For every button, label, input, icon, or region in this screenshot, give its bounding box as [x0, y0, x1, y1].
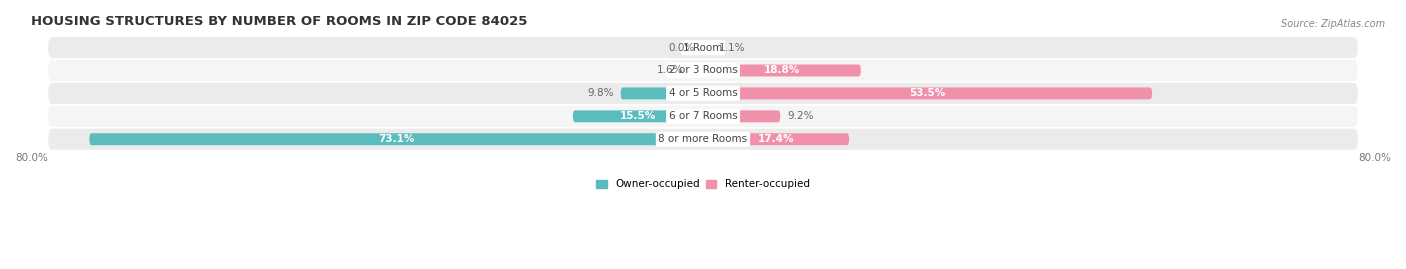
FancyBboxPatch shape — [689, 65, 703, 76]
Text: 1.1%: 1.1% — [718, 43, 745, 52]
Text: 9.2%: 9.2% — [787, 111, 814, 121]
Text: HOUSING STRUCTURES BY NUMBER OF ROOMS IN ZIP CODE 84025: HOUSING STRUCTURES BY NUMBER OF ROOMS IN… — [31, 15, 527, 28]
FancyBboxPatch shape — [572, 110, 703, 122]
Legend: Owner-occupied, Renter-occupied: Owner-occupied, Renter-occupied — [592, 175, 814, 194]
FancyBboxPatch shape — [703, 65, 860, 76]
Text: 53.5%: 53.5% — [910, 89, 946, 98]
FancyBboxPatch shape — [48, 60, 1358, 81]
FancyBboxPatch shape — [703, 42, 713, 54]
Text: 1.6%: 1.6% — [657, 65, 683, 76]
Text: 2 or 3 Rooms: 2 or 3 Rooms — [669, 65, 737, 76]
Text: 6 or 7 Rooms: 6 or 7 Rooms — [669, 111, 737, 121]
Text: 9.8%: 9.8% — [588, 89, 614, 98]
FancyBboxPatch shape — [48, 129, 1358, 150]
FancyBboxPatch shape — [48, 37, 1358, 58]
FancyBboxPatch shape — [48, 106, 1358, 127]
Text: 1 Room: 1 Room — [683, 43, 723, 52]
Text: 8 or more Rooms: 8 or more Rooms — [658, 134, 748, 144]
FancyBboxPatch shape — [90, 133, 703, 145]
Text: 18.8%: 18.8% — [763, 65, 800, 76]
FancyBboxPatch shape — [48, 83, 1358, 104]
Text: 73.1%: 73.1% — [378, 134, 415, 144]
FancyBboxPatch shape — [703, 87, 1152, 99]
Text: Source: ZipAtlas.com: Source: ZipAtlas.com — [1281, 19, 1385, 29]
Text: 4 or 5 Rooms: 4 or 5 Rooms — [669, 89, 737, 98]
FancyBboxPatch shape — [620, 87, 703, 99]
Text: 0.0%: 0.0% — [668, 43, 695, 52]
Text: 17.4%: 17.4% — [758, 134, 794, 144]
FancyBboxPatch shape — [703, 133, 849, 145]
FancyBboxPatch shape — [703, 110, 780, 122]
Text: 15.5%: 15.5% — [620, 111, 657, 121]
